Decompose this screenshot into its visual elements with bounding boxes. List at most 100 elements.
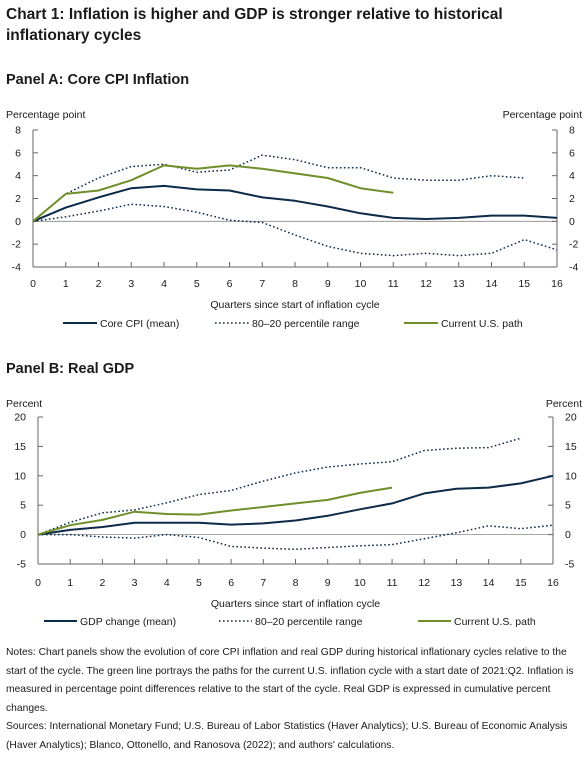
panel-a-y-tick-label-left: 4 bbox=[15, 170, 21, 182]
panel-a-series-2-point bbox=[458, 255, 459, 256]
panel-a-series-2-point bbox=[98, 211, 99, 212]
panel-a-chart: Percentage point Percentage point Quarters… bbox=[6, 109, 582, 330]
panel-b-x-tick-label: 2 bbox=[99, 577, 105, 589]
panel-a-series-2-point bbox=[294, 234, 295, 235]
panel-a-y-tick-label-left: 2 bbox=[15, 193, 21, 205]
sources-text: Sources: International Monetary Fund; U.… bbox=[6, 721, 568, 751]
panel-b-x-tick-label: 3 bbox=[132, 577, 138, 589]
panel-a-x-tick-label: 6 bbox=[227, 278, 233, 290]
notes-text: Notes: Chart panels show the evolution o… bbox=[6, 647, 574, 714]
panel-a-series-2-point bbox=[524, 239, 525, 240]
panel-a-series-1-point bbox=[294, 159, 295, 160]
panel-b-x-tick-label: 4 bbox=[164, 577, 170, 589]
panel-a-y-axis-label-right: Percentage point bbox=[503, 109, 582, 121]
panel-b-y-tick-label-right: 15 bbox=[565, 441, 577, 453]
panel-b-series-1-point bbox=[70, 522, 71, 523]
panel-b-x-tick-label: 13 bbox=[451, 577, 463, 589]
panel-a-y-tick-label-left: -2 bbox=[12, 239, 21, 251]
panel-b-series-3-line bbox=[37, 486, 393, 536]
panel-a-series-2-point bbox=[327, 246, 328, 247]
panel-b-x-tick-label: 0 bbox=[35, 577, 41, 589]
panel-b-y-tick-label-left: -5 bbox=[17, 559, 26, 571]
panel-b-x-tick-label: 12 bbox=[418, 577, 430, 589]
panel-b-y-axis-label-right: Percent bbox=[546, 398, 582, 410]
panel-a-x-tick-label: 15 bbox=[518, 278, 530, 290]
panel-a-x-tick-label: 0 bbox=[30, 278, 36, 290]
chart-title: Chart 1: Inflation is higher and GDP is … bbox=[6, 6, 503, 44]
panel-a-x-tick-label: 11 bbox=[388, 278, 399, 290]
panel-a-x-tick-label: 5 bbox=[194, 278, 200, 290]
panel-b-series-1-point bbox=[392, 461, 393, 462]
panel-b-series-1-point bbox=[359, 463, 360, 464]
panel-b-x-tick-label: 9 bbox=[325, 577, 331, 589]
panel-b-series-1-point bbox=[327, 466, 328, 467]
panel-b-series-2-line bbox=[38, 524, 554, 551]
panel-a-x-tick-label: 14 bbox=[486, 278, 498, 290]
panel-b-series-2-point bbox=[295, 549, 296, 550]
panel-b-chart: Percent Percent Quarters since start of in… bbox=[6, 398, 582, 628]
panel-a-y-tick-label-right: -4 bbox=[569, 262, 578, 274]
panel-b-series-1-point bbox=[231, 490, 232, 491]
panel-b-y-tick-label-right: -5 bbox=[565, 559, 574, 571]
panel-b-x-tick-label: 11 bbox=[387, 577, 398, 589]
panel-b-series-2-point bbox=[327, 547, 328, 548]
panel-a-x-tick-label: 1 bbox=[63, 278, 69, 290]
panel-b-x-tick-label: 16 bbox=[547, 577, 559, 589]
panel-a-x-tick-label: 2 bbox=[96, 278, 102, 290]
panel-a-y-tick-label-left: 8 bbox=[15, 125, 21, 137]
panel-b-x-tick-label: 8 bbox=[293, 577, 299, 589]
panel-a-y-tick-label-right: 8 bbox=[569, 125, 575, 137]
panel-a-y-tick-label-right: 6 bbox=[569, 147, 575, 159]
panel-a-x-tick-label: 8 bbox=[292, 278, 298, 290]
panel-b-series-0-line bbox=[37, 474, 554, 536]
panel-b-x-axis-label: Quarters since start of inflation cycle bbox=[211, 598, 380, 610]
panel-a-series-3-line bbox=[32, 164, 394, 223]
panel-b-series-2-point bbox=[488, 525, 489, 526]
panel-a-x-tick-label: 3 bbox=[128, 278, 134, 290]
panel-b-series-1-point bbox=[198, 494, 199, 495]
panel-a-x-tick-label: 16 bbox=[551, 278, 563, 290]
panel-b-y-tick-label-left: 10 bbox=[14, 470, 26, 482]
panel-a-x-tick-label: 4 bbox=[161, 278, 167, 290]
panel-a-title: Panel A: Core CPI Inflation bbox=[6, 72, 190, 88]
panel-a-legend-label: Core CPI (mean) bbox=[100, 318, 179, 330]
panel-a-x-tick-label: 9 bbox=[325, 278, 331, 290]
panel-b-legend-label: 80–20 percentile range bbox=[255, 616, 363, 628]
panel-b-y-tick-label-right: 0 bbox=[565, 529, 571, 541]
panel-b-y-tick-label-right: 20 bbox=[565, 412, 577, 424]
panel-a-y-tick-label-left: 6 bbox=[15, 147, 21, 159]
panel-b-x-tick-label: 7 bbox=[260, 577, 266, 589]
panel-a-x-tick-label: 10 bbox=[355, 278, 367, 290]
panel-a-y-tick-label-right: 4 bbox=[569, 170, 575, 182]
panel-b-series-1-point bbox=[520, 438, 521, 439]
panel-a-y-tick-label-left: -4 bbox=[12, 262, 21, 274]
panel-a-y-tick-label-right: 2 bbox=[569, 193, 575, 205]
panel-b-series-2-point bbox=[520, 528, 521, 529]
panel-b-x-tick-label: 1 bbox=[67, 577, 73, 589]
panel-b-y-tick-label-left: 5 bbox=[20, 500, 26, 512]
panel-a-series-2-line bbox=[32, 203, 558, 257]
panel-a-series-1-point bbox=[524, 177, 525, 178]
panel-a-y-tick-label-right: -2 bbox=[569, 239, 578, 251]
panel-b-y-tick-label-left: 20 bbox=[14, 412, 26, 424]
panel-a-x-axis-label: Quarters since start of inflation cycle bbox=[210, 299, 379, 311]
notes-block: Notes: Chart panels show the evolution o… bbox=[6, 644, 582, 755]
panel-b-legend-label: GDP change (mean) bbox=[80, 616, 176, 628]
panel-b-x-tick-label: 10 bbox=[354, 577, 366, 589]
panel-b-y-tick-label-left: 0 bbox=[20, 529, 26, 541]
panel-a-series-1-line bbox=[32, 154, 525, 222]
panel-b-title: Panel B: Real GDP bbox=[6, 361, 135, 377]
panel-a-series-2-point bbox=[491, 253, 492, 254]
panel-b-series-2-point bbox=[231, 546, 232, 547]
panel-b-x-tick-label: 6 bbox=[228, 577, 234, 589]
panel-a-y-tick-label-right: 0 bbox=[569, 216, 575, 228]
panel-b-series-1-line bbox=[37, 437, 522, 536]
panel-a-series-1-point bbox=[393, 177, 394, 178]
panel-a-series-0-line bbox=[32, 184, 558, 223]
panel-a-x-tick-label: 12 bbox=[420, 278, 432, 290]
panel-b-x-tick-label: 15 bbox=[515, 577, 527, 589]
panel-a-legend-label: Current U.S. path bbox=[441, 318, 523, 330]
panel-b-y-tick-label-right: 10 bbox=[565, 470, 577, 482]
panel-a-x-tick-label: 7 bbox=[259, 278, 265, 290]
panel-a-x-tick-label: 13 bbox=[453, 278, 465, 290]
